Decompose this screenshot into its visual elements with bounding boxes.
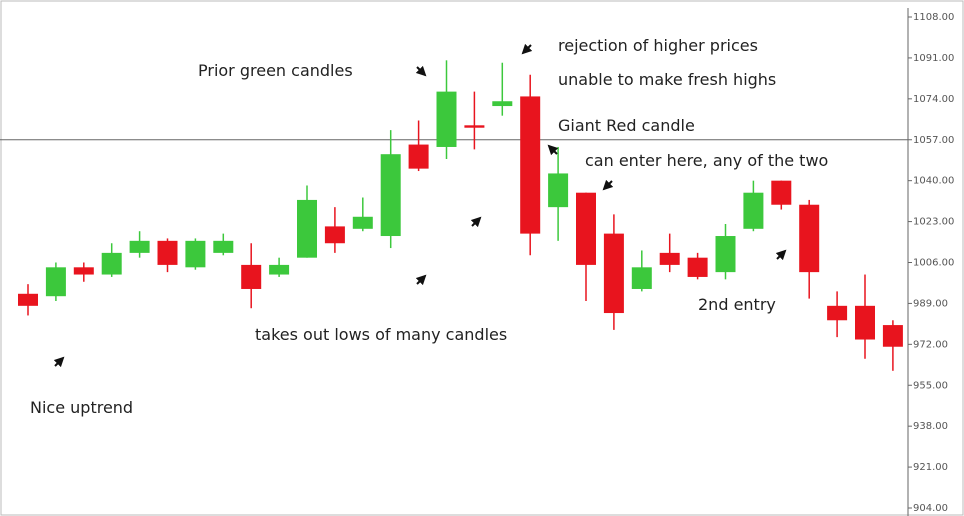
y-tick-label: 1057.00 bbox=[913, 135, 954, 146]
y-tick-label: 1074.00 bbox=[913, 94, 954, 105]
annotations: Prior green candles rejection of higher … bbox=[30, 36, 828, 417]
annotation: Prior green candles bbox=[198, 61, 353, 80]
arrow bbox=[547, 144, 559, 156]
candle-body bbox=[45, 267, 66, 297]
arrow bbox=[521, 43, 533, 55]
candle-body bbox=[855, 305, 875, 340]
candle-body bbox=[297, 199, 317, 258]
plot: 1108.00 1091.00 1074.00 1057.00 1040.00 1023.… bbox=[0, 12, 954, 514]
candle-body bbox=[799, 204, 820, 273]
arrow bbox=[415, 65, 427, 77]
candle-body bbox=[548, 173, 569, 208]
candle-body bbox=[324, 226, 345, 244]
annotation: rejection of higher prices bbox=[558, 36, 758, 55]
y-tick-label: 938.00 bbox=[913, 421, 948, 432]
candle-body bbox=[129, 240, 150, 253]
y-tick-label: 1006.00 bbox=[913, 258, 954, 269]
candle-body bbox=[603, 233, 624, 314]
y-tick-label: 1108.00 bbox=[913, 12, 954, 23]
candle-body bbox=[101, 252, 122, 275]
y-tick-label: 972.00 bbox=[913, 339, 948, 350]
y-tick-label: 921.00 bbox=[913, 462, 948, 473]
y-tick-label: 989.00 bbox=[913, 298, 948, 309]
candle-body bbox=[715, 236, 736, 273]
candle-body bbox=[18, 293, 38, 306]
candle-body bbox=[827, 305, 848, 321]
candle-body bbox=[408, 144, 429, 169]
arrow bbox=[775, 249, 787, 261]
arrow bbox=[53, 356, 65, 368]
y-tick-label: 904.00 bbox=[913, 503, 948, 514]
arrow bbox=[602, 179, 614, 191]
annotation: Giant Red candle bbox=[558, 116, 695, 135]
candle-body bbox=[464, 125, 485, 128]
y-tick-label: 955.00 bbox=[913, 380, 948, 391]
candle-body bbox=[576, 192, 596, 265]
candle-body bbox=[436, 91, 457, 147]
candle-body bbox=[157, 240, 178, 265]
candle-body bbox=[352, 216, 373, 229]
candle-body bbox=[631, 267, 652, 289]
arrows bbox=[53, 43, 787, 368]
candle-body bbox=[380, 154, 401, 237]
candle-body bbox=[73, 267, 94, 275]
annotation: can enter here, any of the two bbox=[585, 151, 828, 170]
annotation: Nice uptrend bbox=[30, 398, 133, 417]
candle-body bbox=[882, 325, 903, 347]
candle-body bbox=[269, 264, 290, 275]
arrow bbox=[470, 216, 482, 228]
candle-body bbox=[185, 240, 206, 268]
candle-body bbox=[213, 240, 234, 253]
candle-body bbox=[520, 96, 541, 234]
candle-body bbox=[659, 252, 680, 265]
arrow bbox=[415, 274, 427, 286]
y-tick-label: 1023.00 bbox=[913, 217, 954, 228]
candle-body bbox=[241, 264, 262, 289]
y-tick-label: 1091.00 bbox=[913, 53, 954, 64]
candle-body bbox=[492, 101, 513, 107]
candle-body bbox=[743, 192, 764, 229]
y-tick-label: 1040.00 bbox=[913, 176, 954, 187]
annotation: takes out lows of many candles bbox=[255, 325, 507, 344]
annotation: unable to make fresh highs bbox=[558, 70, 776, 89]
candle-body bbox=[771, 180, 792, 205]
candle-body bbox=[687, 257, 708, 277]
annotation: 2nd entry bbox=[698, 295, 776, 314]
